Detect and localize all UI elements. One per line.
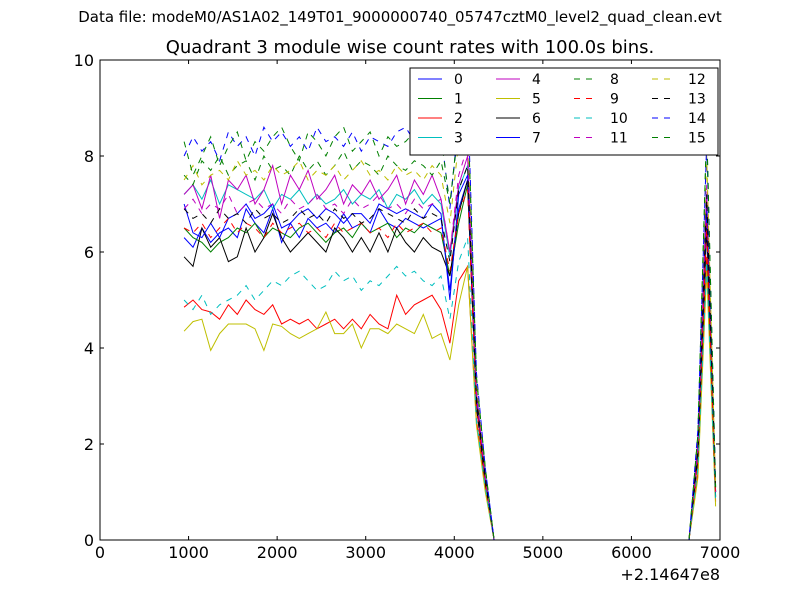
- y-tick-label: 0: [84, 531, 94, 550]
- legend-label-1: 1: [454, 92, 463, 108]
- y-tick-label: 8: [84, 147, 94, 166]
- x-tick-label: 2000: [257, 543, 298, 562]
- legend-label-7: 7: [532, 131, 541, 147]
- axes-frame: [99, 59, 721, 541]
- series-line-15: [183, 102, 717, 541]
- legend-label-3: 3: [454, 131, 463, 147]
- chart-title: Quadrant 3 module wise count rates with …: [165, 37, 655, 58]
- legend-label-9: 9: [610, 92, 619, 108]
- legend-label-5: 5: [532, 92, 541, 108]
- legend-label-6: 6: [532, 111, 541, 127]
- x-tick-label: 0: [95, 543, 105, 562]
- plot-lines: [183, 93, 717, 541]
- legend-label-14: 14: [688, 111, 706, 127]
- legend-label-15: 15: [688, 131, 706, 147]
- x-tick-label: 6000: [611, 543, 652, 562]
- series-line-8: [183, 107, 717, 541]
- legend-label-2: 2: [454, 111, 463, 127]
- x-tick-label: 1000: [168, 543, 209, 562]
- figure-suptitle: Data file: modeM0/AS1A02_149T01_90000007…: [78, 8, 722, 26]
- y-tick-label: 6: [84, 243, 94, 262]
- y-tick-label: 10: [74, 51, 94, 70]
- y-tick-label: 4: [84, 339, 94, 358]
- series-line-12: [183, 122, 717, 541]
- series-line-5: [183, 266, 717, 541]
- series-line-9: [183, 189, 717, 541]
- legend-label-12: 12: [688, 72, 706, 88]
- series-line-10: [183, 237, 717, 541]
- legend-label-8: 8: [610, 72, 619, 88]
- legend-label-0: 0: [454, 72, 463, 88]
- x-axis-offset-label: +2.14647e8: [620, 565, 720, 584]
- legend-label-10: 10: [610, 111, 628, 127]
- x-tick-label: 4000: [434, 543, 475, 562]
- series-line-11: [183, 146, 717, 541]
- legend-label-4: 4: [532, 72, 541, 88]
- legend-box: [409, 67, 719, 156]
- x-tick-label: 3000: [345, 543, 386, 562]
- legend-label-13: 13: [688, 92, 706, 108]
- y-tick-label: 2: [84, 435, 94, 454]
- x-tick-label: 5000: [522, 543, 563, 562]
- x-tick-label: 7000: [700, 543, 741, 562]
- legend-label-11: 11: [610, 131, 628, 147]
